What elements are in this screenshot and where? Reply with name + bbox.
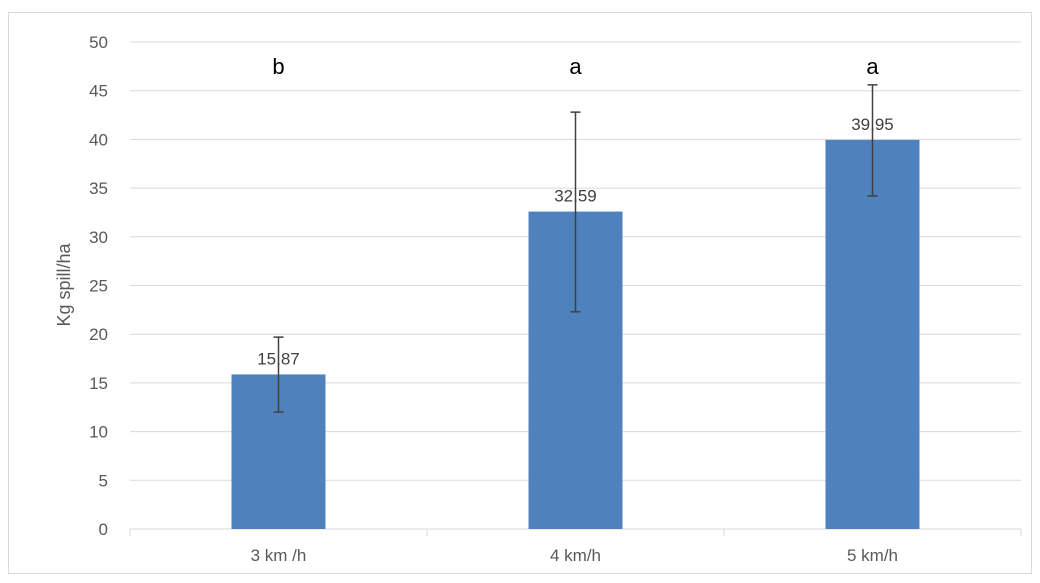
significance-letter: b [272,54,284,79]
y-tick-label: 50 [89,33,108,52]
x-tick-label: 5 km/h [847,546,898,565]
x-tick-label: 4 km/h [550,546,601,565]
y-tick-label: 25 [89,277,108,296]
significance-letter: a [866,54,879,79]
y-tick-label: 30 [89,228,108,247]
y-tick-label: 45 [89,82,108,101]
y-tick-label: 35 [89,179,108,198]
y-tick-label: 20 [89,325,108,344]
y-tick-label: 5 [99,471,108,490]
data-labels: 15,87 32,59 39,95 [257,115,894,369]
y-tick-label: 0 [99,520,108,539]
bars [231,139,920,529]
y-axis-label: Kg spill/ha [54,242,74,326]
data-label: 15,87 [257,349,300,368]
error-bars [273,84,878,413]
y-tick-label: 15 [89,374,108,393]
bar [825,139,920,529]
y-tick-label: 40 [89,130,108,149]
significance-letter: a [569,54,582,79]
data-label: 39,95 [851,115,894,134]
x-tick-label: 3 km /h [251,546,307,565]
y-tick-label: 10 [89,423,108,442]
y-axis-ticks: 0 5 10 15 20 25 30 35 40 45 50 [89,33,108,539]
x-axis-ticks: 3 km /h 4 km/h 5 km/h [251,546,898,565]
data-label: 32,59 [554,187,597,206]
